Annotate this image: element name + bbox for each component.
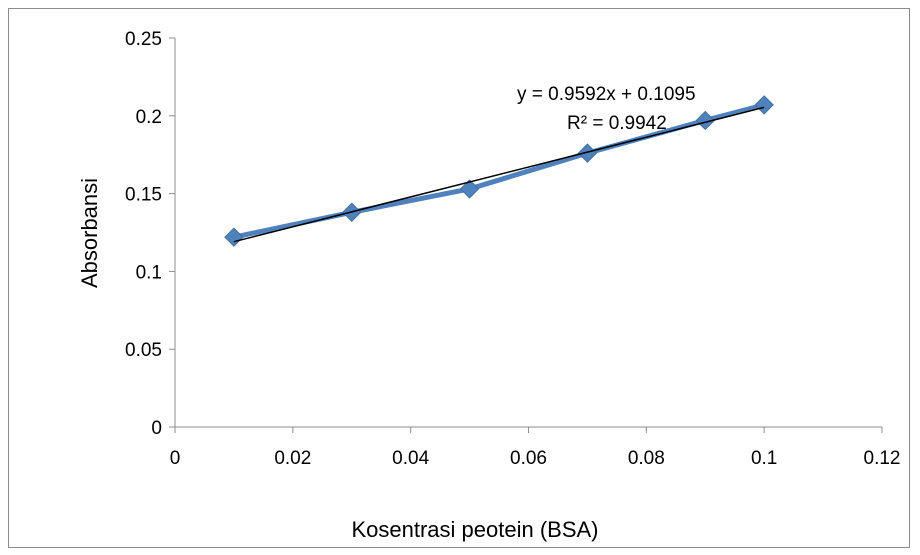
x-tick-label: 0.06 — [510, 448, 547, 469]
chart-frame — [8, 8, 910, 548]
y-tick-label: 0 — [151, 418, 162, 439]
data-point-marker — [224, 227, 244, 247]
y-tick-label: 0.1 — [136, 262, 162, 283]
x-tick-label: 0 — [170, 448, 181, 469]
x-ticks: 0 0.02 0.04 0.06 0.08 0.1 0.12 — [170, 427, 901, 469]
x-axis-title: Kosentrasi peotein (BSA) — [351, 517, 598, 542]
series-line — [231, 102, 767, 240]
x-tick-label: 0.04 — [392, 448, 429, 469]
x-tick-label: 0.08 — [628, 448, 665, 469]
data-point-marker — [695, 110, 715, 131]
trendline-layer — [233, 106, 765, 243]
y-axis-title: Absorbansi — [77, 178, 102, 288]
y-tick-label: 0.25 — [125, 29, 162, 50]
data-point-marker — [459, 179, 480, 199]
trendline-equation: y = 0.9592x + 0.1095 — [517, 84, 696, 105]
trendline-r-squared: R² = 0.9942 — [567, 113, 667, 134]
trendline — [233, 106, 765, 243]
x-tick-label: 0.12 — [864, 448, 901, 469]
y-tick-label: 0.2 — [136, 107, 162, 128]
y-ticks: 0 0.05 0.1 0.15 0.2 0.25 — [125, 29, 175, 439]
data-point-marker — [754, 95, 774, 115]
y-tick-label: 0.05 — [125, 340, 162, 361]
y-tick-label: 0.15 — [125, 185, 162, 206]
x-tick-label: 0.1 — [751, 448, 777, 469]
x-tick-label: 0.02 — [274, 448, 311, 469]
